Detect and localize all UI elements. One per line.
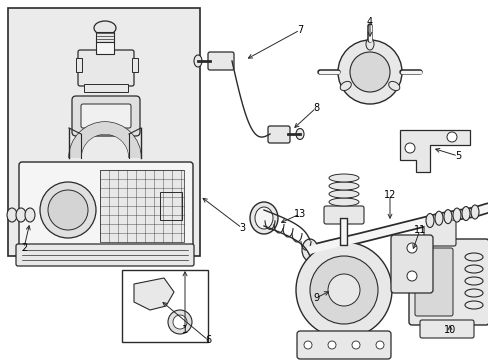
- Ellipse shape: [328, 182, 358, 190]
- Bar: [100, 170, 183, 242]
- FancyBboxPatch shape: [72, 96, 140, 136]
- Ellipse shape: [425, 213, 433, 228]
- Circle shape: [327, 274, 359, 306]
- Ellipse shape: [94, 21, 116, 35]
- FancyBboxPatch shape: [419, 320, 473, 338]
- Text: 5: 5: [454, 151, 460, 161]
- Ellipse shape: [434, 211, 442, 225]
- Text: 8: 8: [312, 103, 318, 113]
- Text: 10: 10: [443, 325, 455, 335]
- Ellipse shape: [302, 239, 317, 261]
- Bar: [8, 8, 200, 256]
- Circle shape: [406, 243, 416, 253]
- Circle shape: [404, 143, 414, 153]
- Circle shape: [48, 190, 88, 230]
- Circle shape: [295, 242, 391, 338]
- FancyBboxPatch shape: [81, 104, 131, 128]
- FancyBboxPatch shape: [19, 162, 193, 250]
- Circle shape: [351, 341, 359, 349]
- Circle shape: [304, 341, 311, 349]
- Text: 7: 7: [296, 25, 303, 35]
- Circle shape: [349, 52, 389, 92]
- Bar: [160, 192, 182, 220]
- Ellipse shape: [16, 208, 26, 222]
- Circle shape: [173, 315, 186, 329]
- Ellipse shape: [464, 289, 482, 297]
- Ellipse shape: [328, 198, 358, 206]
- Text: 3: 3: [239, 223, 244, 233]
- Ellipse shape: [340, 81, 350, 91]
- Ellipse shape: [328, 174, 358, 182]
- FancyBboxPatch shape: [423, 220, 455, 246]
- Ellipse shape: [461, 207, 469, 221]
- Ellipse shape: [452, 208, 460, 222]
- Polygon shape: [399, 130, 469, 172]
- Ellipse shape: [464, 265, 482, 273]
- Ellipse shape: [7, 208, 17, 222]
- FancyBboxPatch shape: [414, 248, 452, 316]
- Ellipse shape: [254, 207, 272, 229]
- Circle shape: [168, 310, 192, 334]
- Bar: [96, 32, 114, 42]
- Ellipse shape: [25, 208, 35, 222]
- Text: 4: 4: [366, 17, 372, 27]
- FancyBboxPatch shape: [390, 235, 432, 293]
- Circle shape: [446, 132, 456, 142]
- Bar: [76, 58, 82, 72]
- Ellipse shape: [328, 190, 358, 198]
- Text: 9: 9: [312, 293, 318, 303]
- FancyBboxPatch shape: [408, 239, 488, 325]
- Text: 1: 1: [182, 325, 188, 335]
- Text: 12: 12: [383, 190, 395, 200]
- Ellipse shape: [443, 210, 451, 224]
- Ellipse shape: [365, 38, 373, 50]
- Ellipse shape: [194, 55, 202, 67]
- Circle shape: [327, 341, 335, 349]
- Circle shape: [337, 40, 401, 104]
- Bar: [84, 84, 128, 92]
- Text: 11: 11: [413, 225, 425, 235]
- Bar: [132, 58, 138, 72]
- Ellipse shape: [464, 301, 482, 309]
- FancyBboxPatch shape: [324, 206, 363, 224]
- Text: 2: 2: [21, 243, 27, 253]
- Polygon shape: [134, 278, 174, 310]
- Text: 13: 13: [293, 209, 305, 219]
- Ellipse shape: [470, 205, 478, 219]
- Circle shape: [309, 256, 377, 324]
- FancyBboxPatch shape: [207, 52, 234, 70]
- Text: 6: 6: [204, 335, 211, 345]
- FancyBboxPatch shape: [267, 126, 289, 143]
- Circle shape: [406, 271, 416, 281]
- Wedge shape: [69, 122, 141, 158]
- Bar: [122, 270, 207, 342]
- Ellipse shape: [388, 81, 399, 91]
- FancyBboxPatch shape: [16, 244, 194, 266]
- FancyBboxPatch shape: [78, 50, 134, 86]
- Ellipse shape: [464, 277, 482, 285]
- Bar: [96, 42, 114, 54]
- Ellipse shape: [464, 253, 482, 261]
- FancyBboxPatch shape: [296, 331, 390, 359]
- Circle shape: [40, 182, 96, 238]
- Ellipse shape: [295, 129, 304, 139]
- Ellipse shape: [249, 202, 278, 234]
- Circle shape: [375, 341, 383, 349]
